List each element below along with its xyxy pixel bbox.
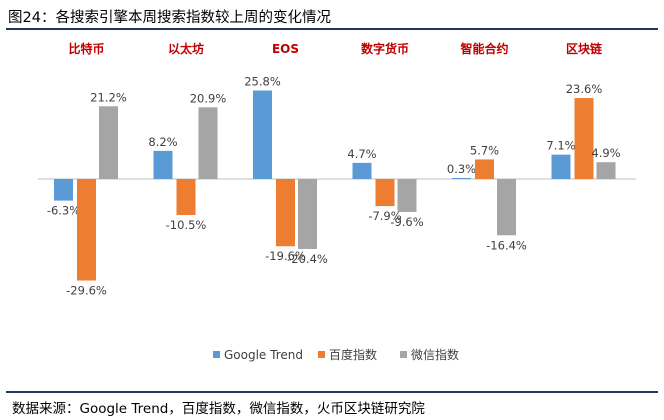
- bar-微信指数: [497, 179, 516, 236]
- bar-微信指数: [397, 179, 417, 212]
- bar-微信指数: [198, 107, 218, 179]
- bar-百度指数: [475, 159, 494, 179]
- legend-label: 微信指数: [411, 347, 459, 362]
- data-label: 4.7%: [347, 147, 376, 161]
- data-label: -10.5%: [166, 218, 207, 232]
- data-label: 23.6%: [566, 82, 603, 96]
- data-source: 数据来源：Google Trend，百度指数，微信指数，火币区块链研究院: [12, 401, 425, 417]
- figure-title: 图24：各搜索引擎本周搜索指数较上周的变化情况: [8, 10, 331, 26]
- data-label: 8.2%: [148, 135, 177, 149]
- category-label: 数字货币: [361, 41, 409, 56]
- data-label: -29.6%: [66, 284, 107, 298]
- data-label: 4.9%: [591, 146, 620, 160]
- data-label: -7.9%: [368, 209, 401, 223]
- bar-google-trend: [452, 177, 471, 179]
- bar-chart: 比特币 -6.3% -29.6% 21.2% 以太坊 8.2% -10.5% 20.9% EOS…: [38, 41, 636, 362]
- title-bar: 图24：各搜索引擎本周搜索指数较上周的变化情况: [6, 4, 658, 30]
- legend-swatch: [318, 351, 325, 358]
- legend-swatch: [213, 351, 220, 358]
- bar-百度指数: [176, 179, 196, 216]
- bar-google-trend: [253, 90, 272, 179]
- bar-微信指数: [596, 162, 616, 179]
- bar-百度指数: [375, 179, 395, 207]
- category-label: EOS: [272, 42, 299, 56]
- category-label: 智能合约: [459, 41, 508, 56]
- bar-google-trend: [153, 150, 173, 179]
- data-label: 21.2%: [90, 90, 127, 104]
- legend-label: Google Trend: [224, 348, 303, 362]
- source-bar: 数据来源：Google Trend，百度指数，微信指数，火币区块链研究院: [6, 391, 658, 417]
- bar-百度指数: [574, 98, 594, 179]
- data-label: -19.6%: [265, 249, 306, 263]
- bar-微信指数: [99, 106, 118, 179]
- bar-google-trend: [54, 179, 73, 201]
- data-label: 25.8%: [244, 75, 281, 89]
- category-label: 区块链: [566, 41, 603, 56]
- bar-百度指数: [77, 179, 96, 281]
- data-label: 5.7%: [470, 143, 499, 157]
- data-label: 0.3%: [447, 162, 476, 176]
- category-label: 以太坊: [168, 41, 204, 56]
- bar-百度指数: [276, 179, 295, 247]
- data-label: 20.9%: [190, 91, 227, 105]
- bar-google-trend: [352, 162, 372, 179]
- data-label: -6.3%: [47, 204, 80, 218]
- data-label: -16.4%: [486, 238, 527, 252]
- legend-label: 百度指数: [329, 347, 377, 362]
- data-label: 7.1%: [546, 139, 575, 153]
- bar-google-trend: [551, 154, 571, 179]
- data-label: -20.4%: [287, 252, 328, 266]
- data-label: -9.6%: [390, 215, 423, 229]
- legend-swatch: [400, 351, 407, 358]
- category-label: 比特币: [68, 41, 104, 56]
- bar-微信指数: [298, 179, 317, 249]
